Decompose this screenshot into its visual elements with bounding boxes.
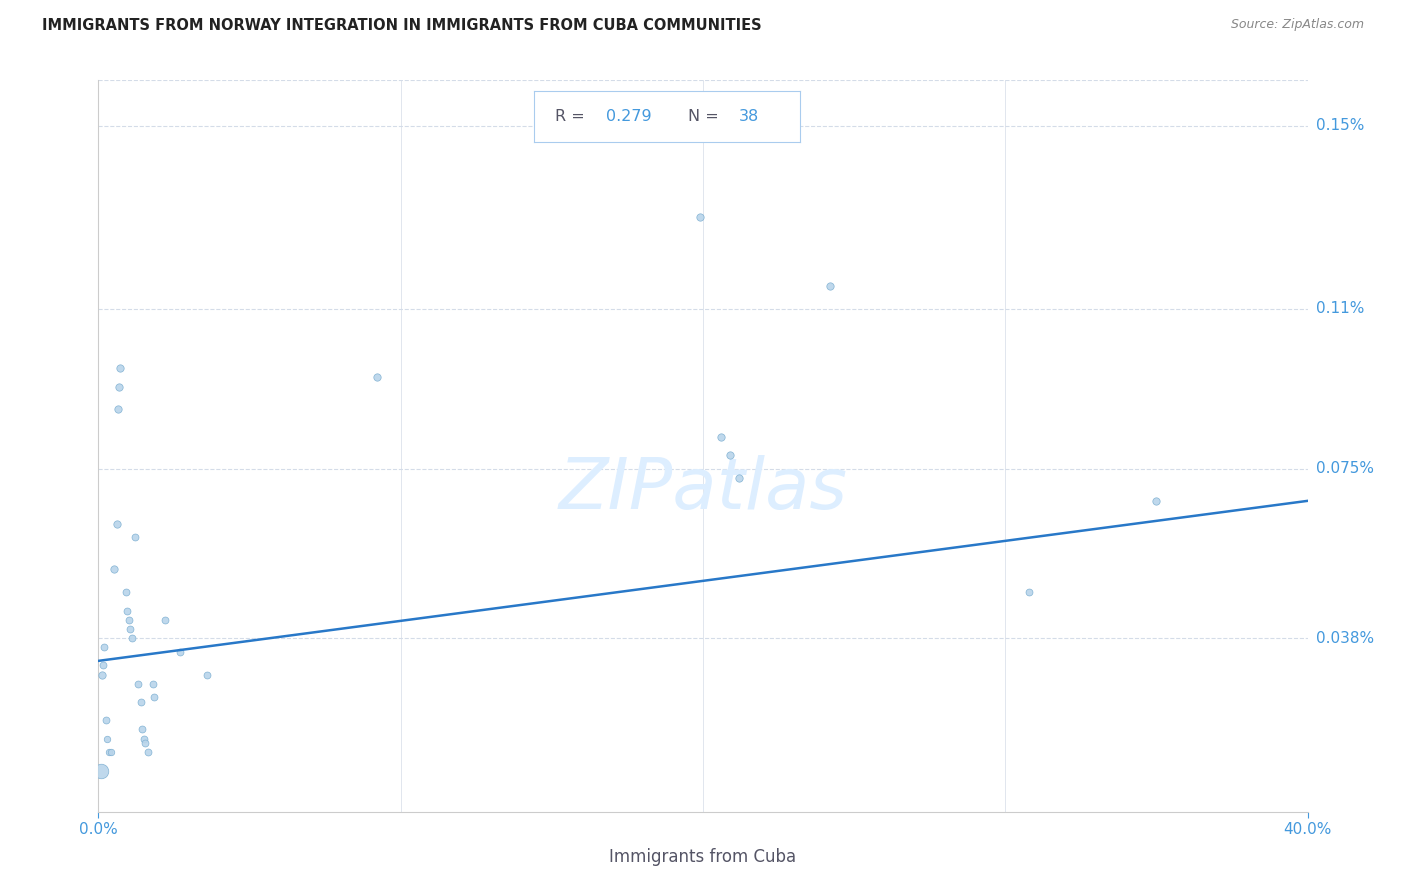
Point [107, 402, 129, 417]
Point [710, 430, 733, 444]
X-axis label: Immigrants from Cuba: Immigrants from Cuba [609, 848, 797, 866]
Text: Source: ZipAtlas.com: Source: ZipAtlas.com [1230, 18, 1364, 31]
Point [132, 731, 155, 746]
Point [134, 736, 156, 750]
Point [105, 516, 128, 531]
Point [1144, 494, 1167, 508]
Point [1018, 585, 1040, 599]
Point [169, 645, 191, 659]
Point [366, 370, 388, 384]
Point [96, 731, 118, 746]
Text: ZIPatlas: ZIPatlas [558, 456, 848, 524]
Point [91, 658, 114, 673]
Point [195, 667, 218, 681]
Text: 0.11%: 0.11% [1316, 301, 1364, 317]
Point [129, 695, 152, 709]
Point [103, 562, 125, 576]
Point [108, 379, 131, 393]
Point [728, 471, 751, 485]
Point [100, 745, 122, 759]
Text: 0.075%: 0.075% [1316, 461, 1374, 476]
Point [115, 603, 138, 617]
Point [127, 676, 149, 690]
Text: 0.038%: 0.038% [1316, 631, 1374, 646]
Point [91, 667, 114, 681]
Point [718, 448, 741, 462]
Point [94, 714, 117, 728]
Point [131, 723, 153, 737]
Point [818, 279, 841, 293]
Point [124, 530, 146, 544]
Point [108, 361, 131, 376]
Point [114, 585, 136, 599]
Point [93, 640, 115, 655]
Point [98, 745, 121, 759]
Text: 0.15%: 0.15% [1316, 119, 1364, 134]
Point [121, 631, 143, 645]
Point [142, 676, 165, 690]
Point [118, 613, 141, 627]
Point [136, 745, 159, 759]
Point [120, 622, 142, 636]
Point [90, 764, 112, 778]
Point [689, 211, 711, 225]
Point [143, 690, 166, 705]
Text: IMMIGRANTS FROM NORWAY INTEGRATION IN IMMIGRANTS FROM CUBA COMMUNITIES: IMMIGRANTS FROM NORWAY INTEGRATION IN IM… [42, 18, 762, 33]
Point [153, 613, 176, 627]
